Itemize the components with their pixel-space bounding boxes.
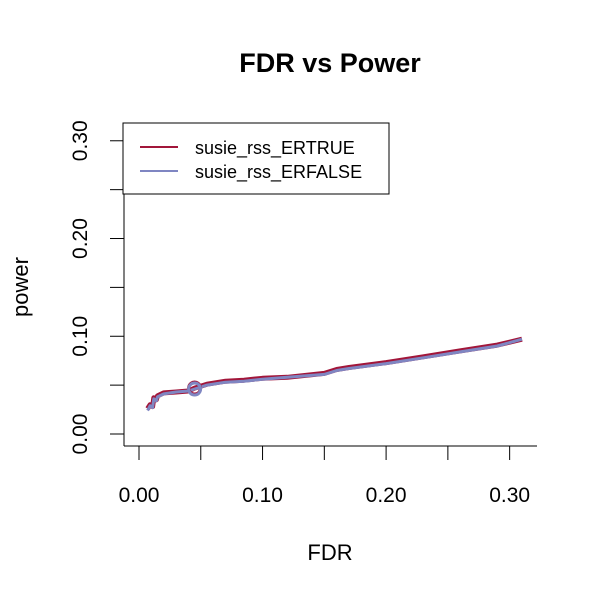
y-tick-label: 0.10: [69, 316, 92, 357]
x-tick-label: 0.20: [366, 484, 407, 507]
marker-layer: [187, 380, 203, 397]
y-tick-label: 0.00: [69, 414, 92, 455]
chart-title: FDR vs Power: [239, 48, 421, 78]
y-tick-label: 0.20: [69, 218, 92, 259]
x-axis-label: FDR: [307, 540, 352, 565]
series-layer: [145, 336, 523, 412]
x-tick-label: 0.10: [242, 484, 283, 507]
series-line-1: [146, 337, 523, 412]
x-tick-label: 0.30: [489, 484, 530, 507]
legend-label-erfalse: susie_rss_ERFALSE: [195, 162, 362, 183]
y-axis-label: power: [8, 257, 33, 317]
series-marker-1: [187, 381, 203, 397]
legend-box: [122, 122, 390, 195]
x-tick-label: 0.00: [119, 484, 160, 507]
legend: susie_rss_ERTRUE susie_rss_ERFALSE: [122, 122, 390, 195]
y-tick-label: 0.30: [69, 120, 92, 161]
axes: 0.00 0.10 0.20 0.30 0.00 0.10 0.20 0.30: [69, 120, 537, 507]
legend-label-ertrue: susie_rss_ERTRUE: [195, 138, 355, 159]
